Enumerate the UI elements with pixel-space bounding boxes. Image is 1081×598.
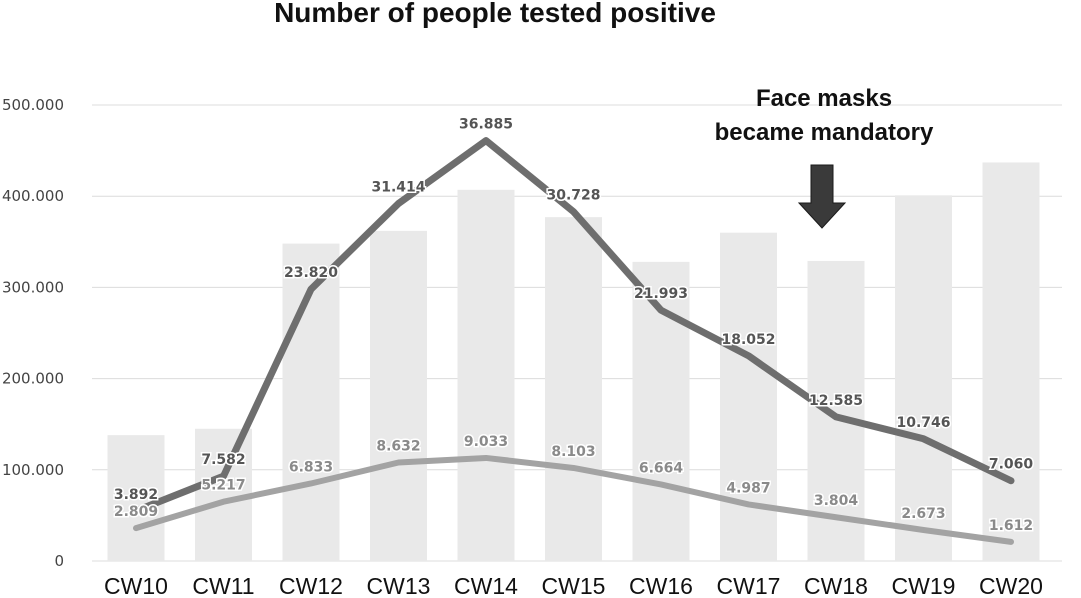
data-label: 18.052	[721, 332, 775, 348]
annotation-line-1: Face masks	[756, 85, 892, 112]
bar	[457, 189, 515, 562]
x-tick-label: CW10	[104, 573, 168, 598]
data-point	[746, 353, 751, 358]
x-tick-label: CW16	[629, 573, 693, 598]
x-tick-label: CW11	[192, 573, 254, 598]
data-point	[659, 482, 663, 487]
data-label: 9.033	[464, 434, 508, 450]
y-tick-label: 0	[54, 552, 64, 570]
data-label: 10.746	[896, 415, 950, 431]
data-label: 23.820	[284, 265, 338, 281]
data-label: 3.804	[814, 493, 859, 509]
bar	[982, 162, 1040, 561]
x-tick-label: CW19	[892, 573, 956, 598]
data-point	[134, 526, 138, 531]
data-label: 6.833	[289, 459, 333, 475]
data-point	[1009, 478, 1013, 483]
axes: 0 100.000 200.000 300.000 400.000 500.000 CW10…	[2, 96, 1043, 598]
bar	[720, 232, 777, 561]
data-label: 8.103	[551, 444, 595, 460]
data-point	[221, 499, 226, 504]
data-point	[309, 287, 313, 292]
data-label: 31.414	[371, 179, 425, 195]
data-point	[396, 460, 401, 465]
data-point	[484, 138, 488, 143]
data-point	[484, 455, 488, 460]
bars	[107, 162, 1040, 562]
y-tick-label: 500.000	[2, 96, 64, 114]
data-point	[746, 502, 751, 507]
data-point	[309, 481, 313, 486]
data-point	[659, 308, 663, 313]
bar	[895, 195, 952, 561]
chart-title: Number of people tested positive	[274, 0, 716, 28]
data-label: 2.809	[114, 504, 158, 520]
data-point	[1009, 539, 1013, 544]
x-tick-label: CW15	[542, 573, 606, 598]
x-tick-label: CW12	[279, 573, 343, 598]
data-point	[571, 465, 576, 470]
lines	[132, 137, 1015, 545]
bar	[807, 260, 865, 561]
data-label: 7.582	[201, 452, 245, 468]
data-label: 1.612	[989, 518, 1033, 534]
x-tick-label: CW14	[454, 573, 518, 598]
down-arrow-icon	[797, 164, 847, 229]
data-point	[221, 474, 226, 479]
data-label: 4.987	[726, 480, 770, 496]
data-label: 5.217	[201, 478, 245, 494]
data-label: 12.585	[809, 393, 863, 409]
x-tick-label: CW20	[979, 573, 1043, 598]
data-point	[396, 201, 401, 206]
bar	[107, 435, 165, 561]
x-tick-label: CW18	[804, 573, 868, 598]
data-label: 7.060	[989, 457, 1034, 473]
bar	[545, 217, 602, 561]
data-label: 21.993	[634, 286, 688, 302]
data-point	[921, 527, 926, 532]
data-point	[921, 436, 926, 441]
x-tick-label: CW17	[717, 573, 781, 598]
y-tick-label: 300.000	[2, 278, 64, 296]
data-label: 8.632	[376, 439, 420, 455]
y-tick-label: 100.000	[2, 461, 64, 479]
bar	[370, 230, 427, 561]
data-point	[134, 508, 138, 513]
data-label: 30.728	[546, 188, 600, 204]
data-label: 6.664	[639, 460, 684, 476]
annotation-line-2: became mandatory	[715, 119, 934, 146]
data-point	[571, 209, 576, 214]
y-tick-label: 200.000	[2, 370, 64, 388]
x-tick-label: CW13	[367, 573, 431, 598]
data-label: 36.885	[459, 117, 513, 133]
data-point	[834, 414, 838, 419]
data-label: 3.892	[114, 487, 158, 503]
y-tick-label: 400.000	[2, 187, 64, 205]
data-labels: 3.892 7.582 23.820 31.414 36.885 30.728 21.993…	[112, 115, 1035, 535]
data-label: 2.673	[901, 506, 945, 522]
annotation: Face masks became mandatory	[715, 85, 934, 229]
data-point	[834, 515, 838, 520]
